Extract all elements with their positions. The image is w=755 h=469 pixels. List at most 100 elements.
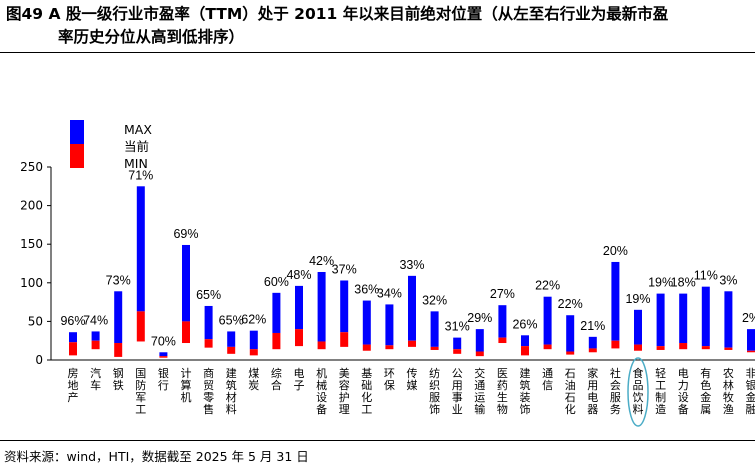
bar-current-segment [204,339,213,348]
percentile-label: 21% [580,319,605,333]
bar-current-segment [656,346,665,350]
percentile-label: 60% [264,275,289,289]
category-label: 建筑材料 [226,366,237,416]
bar-current-segment [408,340,416,347]
bar-max-segment [543,296,552,345]
category-label: 房地产 [68,367,79,404]
figure-title-line1: 图49 A 股一级行业市盈率（TTM）处于 2011 年以来目前绝对位置（从左至… [6,5,669,23]
bar-max-segment [362,300,371,345]
percentile-label: 70% [151,334,176,348]
category-label: 建筑装饰 [520,366,531,416]
bar-current-segment [362,344,371,351]
bar-current-segment [69,342,77,356]
percentile-label: 19% [625,292,650,306]
category-label: 美容护理 [339,367,350,416]
category-label: 基础化工 [361,367,372,416]
percentile-label: 22% [558,297,583,311]
category-label: 石油石化 [565,367,576,416]
percentile-label: 62% [241,313,266,327]
percentile-label: 20% [603,244,628,258]
bar-current-segment [679,343,688,350]
percentile-label: 2% [742,311,755,325]
percentile-label: 33% [399,258,424,272]
category-label: 轻工制造 [655,366,666,416]
bar-current-segment [295,329,303,347]
category-label: 医药生物 [497,367,508,416]
bar-max-segment [272,292,281,333]
y-tick-label: 100 [20,276,43,290]
bar-current-segment [475,351,484,357]
bar-max-segment [588,336,597,349]
category-label: 银行 [158,366,169,392]
category-label: 公用事业 [452,367,463,416]
category-label: 综合 [271,366,282,392]
bar-current-segment [521,346,529,356]
category-label: 汽车 [90,366,101,392]
bar-max-segment [295,285,303,330]
y-axis: 0 50 100 150 200 250 [20,160,755,367]
percentile-label: 48% [286,268,311,282]
bar-current-segment [91,340,100,350]
category-label: 农林牧渔 [723,366,734,416]
bar-current-segment [453,349,462,354]
percentile-label: 65% [219,313,244,327]
bar-max-segment [204,305,213,340]
bar-current-segment [543,344,552,350]
bar-max-segment [430,311,439,347]
bar-current-segment [114,343,123,357]
percentile-label: 65% [196,288,221,302]
percentile-label: 71% [128,168,153,182]
bar-max-segment [91,331,100,341]
y-tick-label: 50 [28,314,43,328]
category-label: 计算机 [181,367,192,404]
bar-current-segment [159,356,168,358]
bar-current-segment [701,346,710,350]
bar-max-segment [136,186,145,312]
bar-max-segment [408,275,416,341]
bar-current-segment [340,332,349,347]
bar-current-segment [430,346,439,350]
percentile-labels: 96%74%73%71%70%69%65%65%62%60%48%42%37%3… [60,168,755,348]
category-label: 社会服务 [610,366,621,416]
bar-max-segment [69,332,77,343]
bar-max-segment [679,293,688,344]
category-label: 煤炭 [248,367,259,392]
percentile-label: 22% [535,279,560,293]
figure-title: 图49 A 股一级行业市盈率（TTM）处于 2011 年以来目前绝对位置（从左至… [6,3,751,49]
bar-current-segment [611,340,620,349]
category-label: 通信 [542,367,553,392]
percentile-label: 34% [377,286,402,300]
bar-max-segment [521,335,529,347]
bar-max-segment [475,329,484,352]
category-label: 有色金属 [700,366,711,416]
legend-max-swatch [70,120,84,144]
bar-current-segment [317,341,326,350]
highlight-ellipse [627,357,649,427]
percentile-label: 69% [173,227,198,241]
percentile-label: 32% [422,293,447,307]
category-label: 机械设备 [316,366,327,416]
bar-max-segment [159,352,168,357]
legend-label: MAX [124,122,152,137]
source-note: 资料来源：wind，HTI，数据截至 2025 年 5 月 31 日 [4,449,309,464]
percentile-label: 36% [354,283,379,297]
category-label: 纺织服饰 [429,366,440,416]
category-label: 传媒 [407,367,418,392]
category-label: 电力设备 [678,367,689,416]
percentile-label: 3% [719,273,737,287]
chart-legend: MAX 当前 MIN [70,120,152,171]
percentile-label: 74% [83,313,108,327]
bar-max-segment [249,330,258,350]
pe-range-chart: MAX 当前 MIN 0 50 100 150 200 250 96%74% 73% 71% 70%… [20,120,755,427]
bar-current-segment [498,337,507,344]
category-label: 交通运输 [474,366,485,416]
bar-current-segment [724,347,733,350]
category-label: 环保 [384,367,395,392]
bar-current-segment [249,349,258,356]
legend-current-swatch [70,144,84,168]
bar-max-segment [453,337,462,350]
percentile-label: 26% [512,317,537,331]
percentile-label: 29% [467,311,492,325]
category-label: 电子 [294,367,305,392]
bar-max-segment [385,304,394,346]
